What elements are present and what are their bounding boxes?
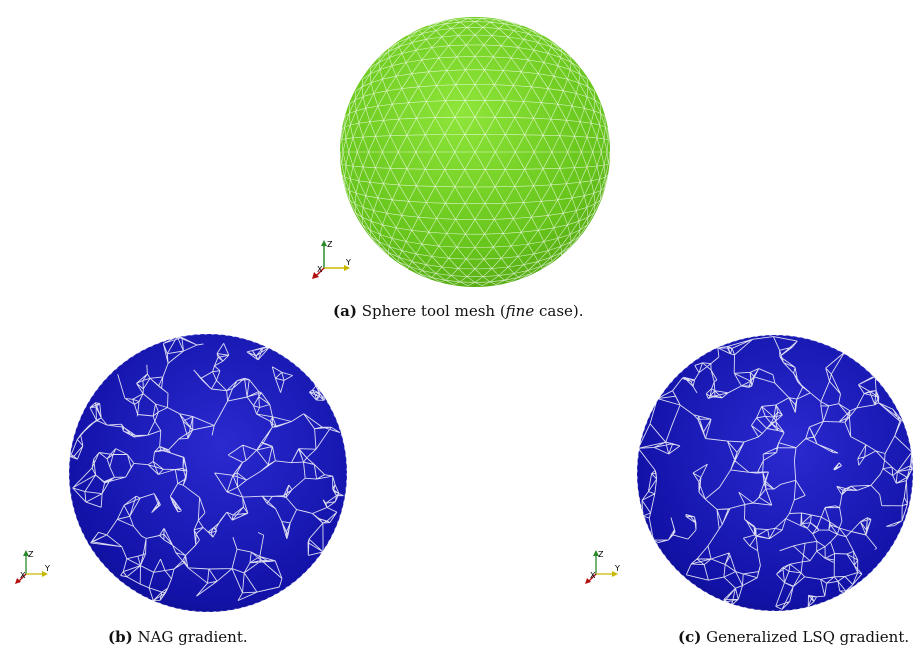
- axis-z-label: Z: [598, 550, 604, 559]
- sphere-mesh-fine: [340, 17, 610, 287]
- axis-z-label: Z: [28, 550, 34, 559]
- caption-c-text: Generalized LSQ gradient.: [706, 628, 910, 646]
- caption-b-tag: (b): [108, 628, 133, 646]
- caption-a-tag: (a): [333, 302, 357, 320]
- caption-c: (c) Generalized LSQ gradient.: [678, 628, 909, 646]
- mesh-edges: [637, 336, 913, 610]
- panel-c: [632, 328, 914, 618]
- sphere-mesh-nag: [68, 333, 348, 613]
- caption-b: (b) NAG gradient.: [108, 628, 248, 646]
- caption-a-text-pre: Sphere tool mesh (: [361, 302, 506, 320]
- axis-z-label: Z: [327, 240, 333, 249]
- axis-x-label: X: [317, 265, 323, 274]
- caption-a-text-post: case).: [534, 302, 584, 320]
- mesh-edges: [340, 18, 610, 287]
- caption-c-tag: (c): [678, 628, 702, 646]
- sphere-mesh-lsq: [636, 334, 914, 612]
- axes-triad-a: Z Y X: [306, 238, 356, 282]
- axis-y-label: Y: [44, 564, 50, 573]
- axis-x-label: X: [590, 571, 596, 580]
- mesh-edges: [69, 336, 344, 602]
- caption-a: (a) Sphere tool mesh (fine case).: [333, 302, 584, 320]
- axis-y-label: Y: [614, 564, 620, 573]
- axes-triad-b: Z Y X: [8, 548, 58, 592]
- caption-b-text: NAG gradient.: [137, 628, 248, 646]
- axis-x-label: X: [20, 571, 26, 580]
- axes-triad-c: Z Y X: [578, 548, 628, 592]
- panel-b: [62, 328, 354, 618]
- axis-y-label: Y: [345, 258, 351, 267]
- caption-a-text-em: fine: [505, 302, 535, 320]
- panel-a: [330, 10, 620, 295]
